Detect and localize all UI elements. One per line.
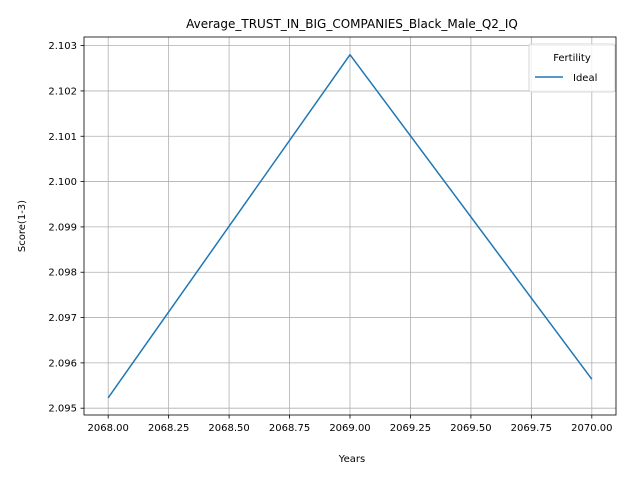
x-tick-label: 2069.00 [329, 423, 370, 434]
x-tick-label: 2068.00 [88, 423, 129, 434]
x-axis-label: Years [338, 454, 365, 465]
y-tick-label: 2.101 [48, 132, 77, 143]
x-tick-label: 2069.75 [511, 423, 552, 434]
y-axis: 2.095 2.096 2.097 2.098 2.099 2.100 2.101 2.102… [48, 41, 84, 415]
series-line-ideal[interactable] [107, 53, 593, 399]
y-tick-label: 2.096 [48, 358, 77, 369]
chart-title: Average_TRUST_IN_BIG_COMPANIES_Black_Mal… [186, 17, 518, 31]
y-tick-label: 2.098 [48, 268, 77, 279]
x-tick-label: 2069.25 [390, 423, 431, 434]
grid [84, 37, 616, 415]
legend-title: Fertility [553, 53, 591, 64]
y-tick-label: 2.100 [48, 177, 77, 188]
x-tick-label: 2070.00 [571, 423, 612, 434]
x-tick-label: 2069.50 [450, 423, 491, 434]
series-layer [107, 53, 593, 399]
y-tick-label: 2.095 [48, 404, 77, 415]
legend[interactable]: Fertility Ideal [528, 43, 616, 93]
x-axis: 2068.00 2068.25 2068.50 2068.75 2069.00 2069.… [88, 415, 612, 434]
y-tick-label: 2.103 [48, 41, 77, 52]
y-axis-label: Score(1-3) [17, 200, 28, 252]
legend-entry-ideal: Ideal [573, 73, 597, 84]
y-tick-label: 2.099 [48, 222, 77, 233]
x-tick-label: 2068.75 [269, 423, 310, 434]
legend-box [528, 43, 616, 93]
y-tick-label: 2.102 [48, 86, 77, 97]
y-tick-label: 2.097 [48, 313, 77, 324]
x-tick-label: 2068.50 [208, 423, 249, 434]
x-tick-label: 2068.25 [148, 423, 189, 434]
